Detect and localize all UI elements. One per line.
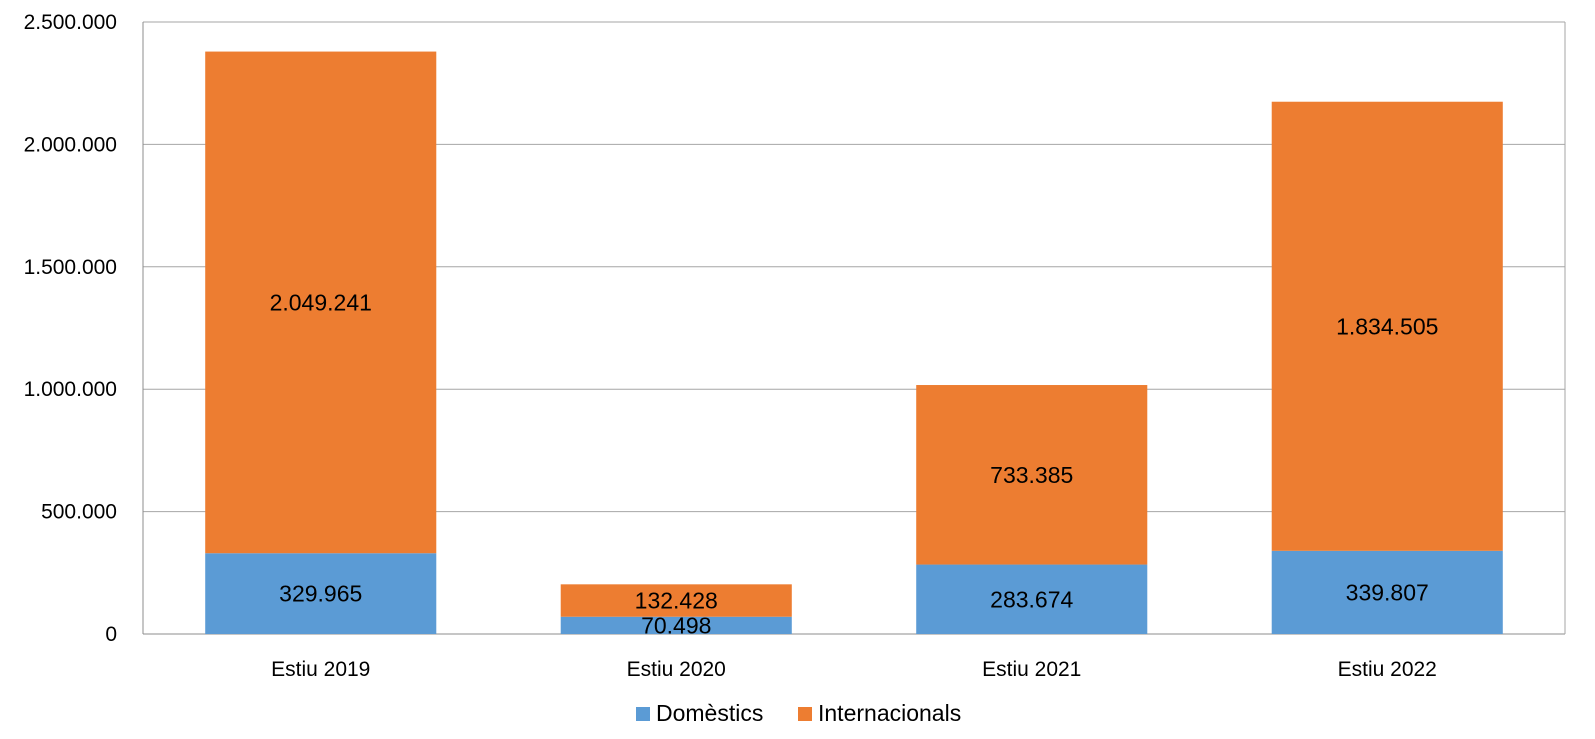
legend-swatch [636,707,650,721]
x-category-label: Estiu 2020 [627,658,726,681]
y-tick-label: 2.500.000 [24,11,117,34]
y-axis-tick-labels: 0 500.000 1.000.000 1.500.000 2.000.000 2.500… [24,11,117,646]
x-category-label: Estiu 2019 [271,658,370,681]
data-label: 283.674 [990,586,1073,612]
data-label: 733.385 [990,462,1073,488]
bar-internacionals [560,584,792,617]
data-label: 70.498 [641,612,711,638]
x-axis-category-labels: Estiu 2019 Estiu 2020 Estiu 2021 Estiu 2022 [271,658,1437,681]
y-tick-label: 1.500.000 [24,256,117,279]
data-label: 2.049.241 [270,289,372,315]
bar-domestics [205,553,437,634]
x-category-label: Estiu 2022 [1338,658,1437,681]
bar-domestics [916,564,1148,634]
legend: Domèstics Internacionals [636,700,961,726]
y-tick-label: 2.000.000 [24,133,117,156]
data-label: 1.834.505 [1336,313,1438,339]
y-tick-label: 1.000.000 [24,378,117,401]
data-label: 132.428 [635,588,718,614]
y-tick-label: 0 [105,623,117,646]
y-tick-label: 500.000 [41,501,117,524]
data-label: 339.807 [1346,579,1429,605]
bar-internacionals [916,385,1148,565]
bar-internacionals [205,51,437,554]
legend-label: Internacionals [818,700,961,726]
x-category-label: Estiu 2021 [982,658,1081,681]
legend-label: Domèstics [656,700,763,726]
bar-domestics [1271,550,1503,634]
bar-domestics [560,616,792,634]
bar-internacionals [1271,101,1503,551]
bars [205,51,1503,634]
data-label: 329.965 [279,581,362,607]
legend-swatch [798,707,812,721]
